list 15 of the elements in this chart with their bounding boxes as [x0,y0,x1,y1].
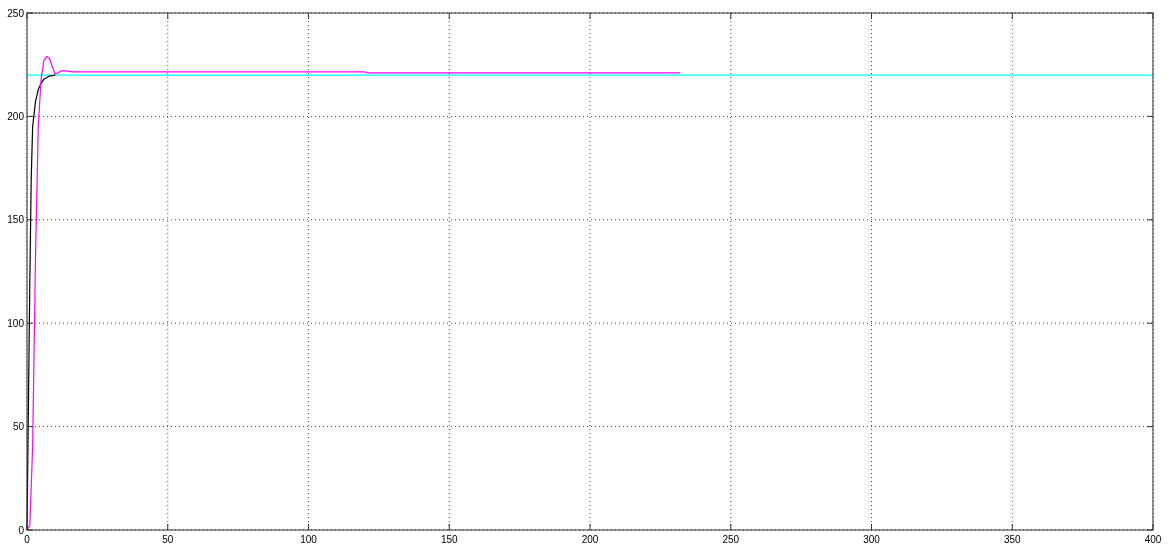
x-tick-label: 100 [300,534,318,545]
x-tick-label: 350 [1003,534,1022,545]
x-tick-label: 400 [1144,534,1162,545]
y-tick-label: 250 [7,7,25,19]
y-tick-label: 0 [18,524,25,536]
y-tick-label: 150 [7,214,25,226]
x-tick-label: 200 [581,534,599,545]
y-tick-label: 200 [7,110,25,122]
x-tick-label: 50 [162,534,174,545]
x-tick-label: 150 [440,534,459,545]
y-tick-label: 100 [7,317,25,329]
x-tick-label: 250 [722,534,740,545]
x-tick-label: 300 [863,534,881,545]
line-series [26,55,681,531]
y-tick-label: 50 [12,421,25,433]
